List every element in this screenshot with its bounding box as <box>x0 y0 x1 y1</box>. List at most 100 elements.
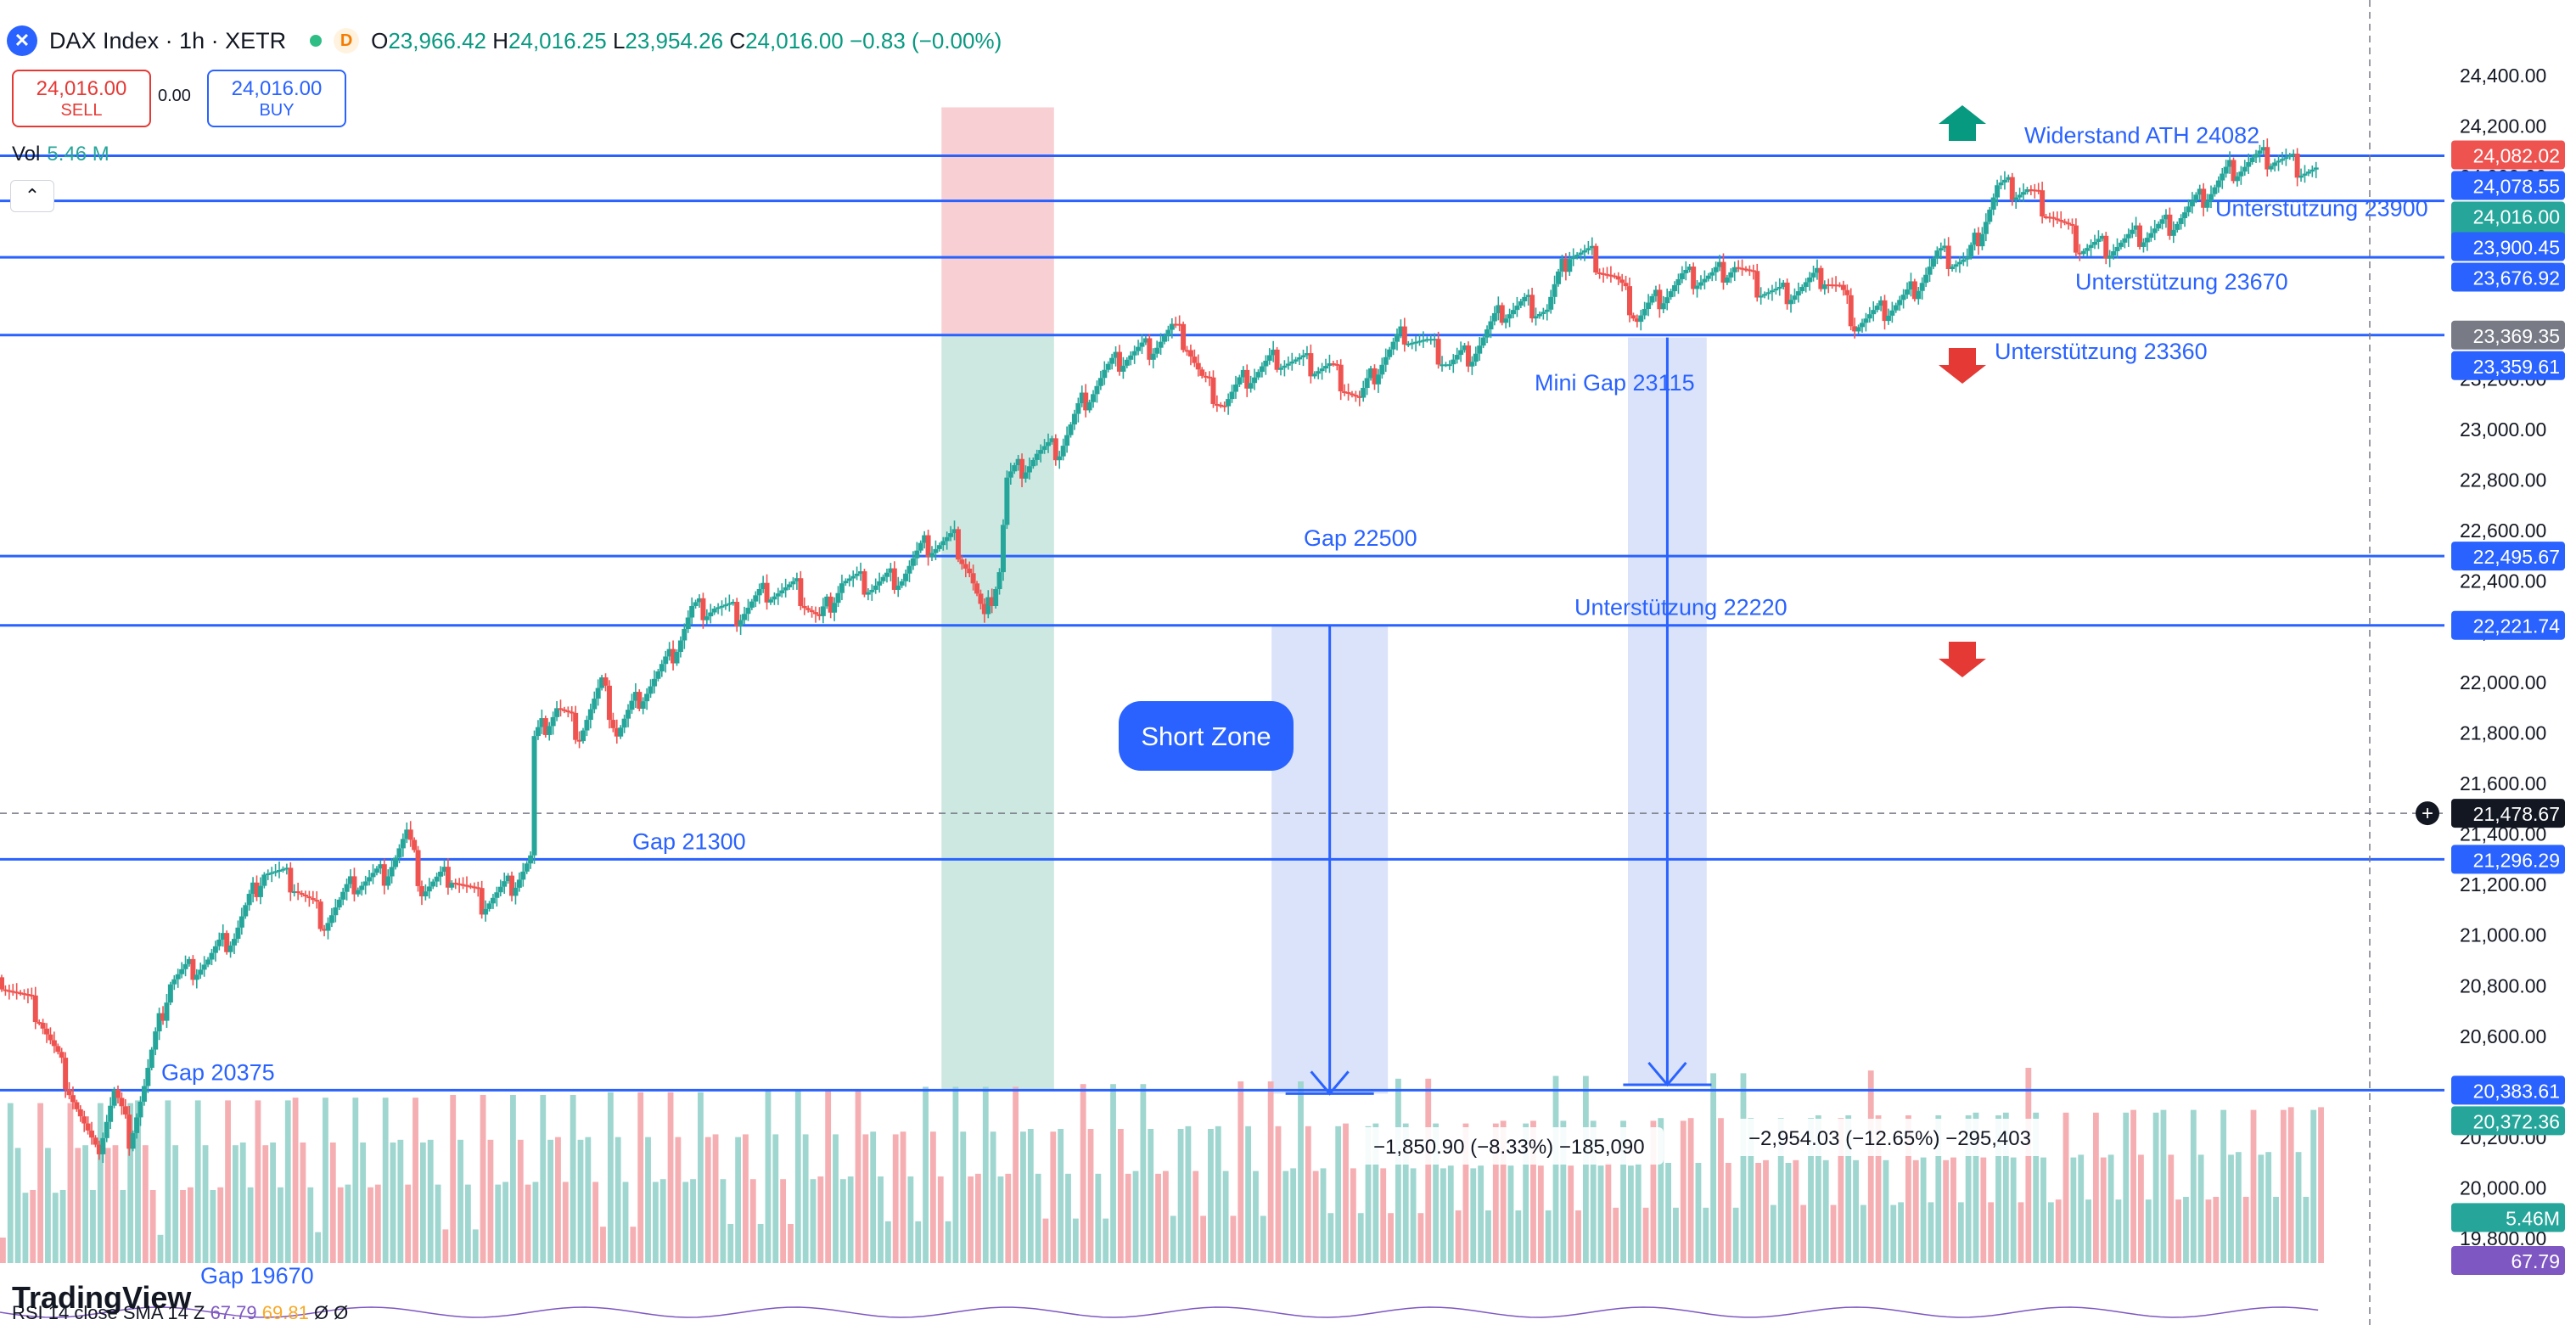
volume-bar <box>2265 1152 2272 1263</box>
candle-body <box>426 886 432 892</box>
level-label: Unterstützung 23360 <box>1995 339 2208 364</box>
volume-bar <box>780 1179 787 1263</box>
volume-bar <box>1635 1163 1642 1263</box>
volume-bar <box>735 1137 741 1263</box>
candle-body <box>1938 248 1944 251</box>
candle-body <box>2231 160 2236 182</box>
symbol-title[interactable]: DAX Index · 1h · XETR <box>49 27 287 53</box>
candle-body <box>2186 206 2192 213</box>
candle-body <box>1499 305 1505 323</box>
candle-body <box>666 648 672 657</box>
candle-body <box>2073 225 2079 253</box>
annotation-gap-19670: Gap 19670 <box>200 1263 314 1289</box>
volume-bar <box>1763 1159 1769 1263</box>
candle-body <box>2066 222 2072 225</box>
candle-body <box>1349 393 1355 396</box>
candle-body <box>1529 295 1535 319</box>
candle-body <box>1604 273 1610 276</box>
buy-button[interactable]: 24,016.00 BUY <box>207 70 346 127</box>
candle-body <box>1304 353 1310 356</box>
candle-body <box>1720 261 1726 283</box>
candle-body <box>565 710 571 713</box>
volume-bar <box>1110 1084 1116 1263</box>
volume-bar <box>1230 1216 1237 1263</box>
volume-bar <box>1020 1131 1026 1263</box>
candle-body <box>1702 278 1708 283</box>
sell-button[interactable]: 24,016.00 SELL <box>12 70 151 127</box>
volume-bar <box>712 1134 719 1263</box>
volume-bar <box>1732 1207 1739 1263</box>
candle-body <box>936 545 942 549</box>
candle-body <box>1807 277 1813 283</box>
candle-body <box>978 593 984 604</box>
volume-bar <box>1005 1173 1012 1263</box>
candle-body <box>1465 345 1471 367</box>
candle-body <box>1522 296 1528 301</box>
candle-body <box>962 564 968 569</box>
volume-bar <box>300 1143 306 1263</box>
candle-body <box>2103 235 2109 259</box>
candle-body <box>1942 245 1948 249</box>
candle-body <box>539 718 545 727</box>
x-icon: ✕ <box>7 25 37 56</box>
candle-body <box>1413 341 1419 344</box>
rsi-legend[interactable]: RSI 14 close SMA 14 Z 67.79 69.81 Ø Ø <box>12 1302 349 1323</box>
volume-bar <box>2228 1154 2234 1263</box>
candle-body <box>2017 194 2023 198</box>
candle-body <box>81 1116 87 1124</box>
candle-body <box>1781 282 1787 288</box>
volume-bar <box>577 1139 584 1263</box>
candle-body <box>1491 312 1497 322</box>
candle-body <box>1563 258 1569 272</box>
volume-bar <box>1148 1129 1154 1263</box>
candle-body <box>370 873 376 878</box>
volume-bar <box>217 1187 224 1263</box>
candle-body <box>2223 166 2229 174</box>
candle-body <box>1844 289 1850 295</box>
candle-body <box>677 640 683 653</box>
candle-body <box>1694 285 1700 289</box>
volume-bar <box>315 1232 322 1263</box>
candle-body <box>1900 295 1906 300</box>
collapse-legend-button[interactable]: ⌃ <box>10 180 54 212</box>
candle-body <box>115 1089 121 1098</box>
volume-bar <box>1755 1163 1762 1263</box>
volume-bar <box>1628 1165 1634 1263</box>
ohlc-readout: O23,966.42 H24,016.25 L23,954.26 C24,016… <box>371 27 1002 53</box>
volume-bar <box>1410 1168 1417 1263</box>
volume-bar <box>1312 1171 1319 1263</box>
volume-bar <box>90 1190 96 1263</box>
volume-bar <box>1890 1204 1897 1263</box>
price-axis-label-bg <box>2451 232 2565 261</box>
candle-body <box>389 867 395 877</box>
candle-body <box>351 876 357 895</box>
volume-bar <box>810 1179 817 1263</box>
candle-body <box>100 1137 106 1154</box>
candle-body <box>1488 321 1494 330</box>
volume-bar <box>487 1139 494 1263</box>
candle-body <box>1649 295 1655 303</box>
candle-body <box>269 872 275 874</box>
candle-body <box>302 895 308 897</box>
volume-legend[interactable]: Vol 5.46 M <box>12 143 109 166</box>
candle-body <box>1927 267 1933 275</box>
volume-bar <box>307 1187 314 1263</box>
candle-body <box>2268 166 2274 170</box>
candle-body <box>858 571 864 574</box>
candle-body <box>1154 347 1160 354</box>
volume-bar <box>1928 1202 1934 1263</box>
volume-bar <box>2213 1197 2220 1263</box>
volume-bar <box>1853 1159 1859 1263</box>
price-axis-label-bg <box>2451 320 2565 350</box>
volume-bar <box>1200 1216 1206 1263</box>
candle-body <box>1169 323 1175 330</box>
volume-bar <box>615 1137 621 1263</box>
candle-body <box>1199 369 1205 376</box>
candle-body <box>2212 187 2218 194</box>
candle-body <box>599 677 605 688</box>
candle-body <box>400 839 406 849</box>
volume-bar <box>262 1145 269 1263</box>
candle-body <box>2077 252 2083 255</box>
